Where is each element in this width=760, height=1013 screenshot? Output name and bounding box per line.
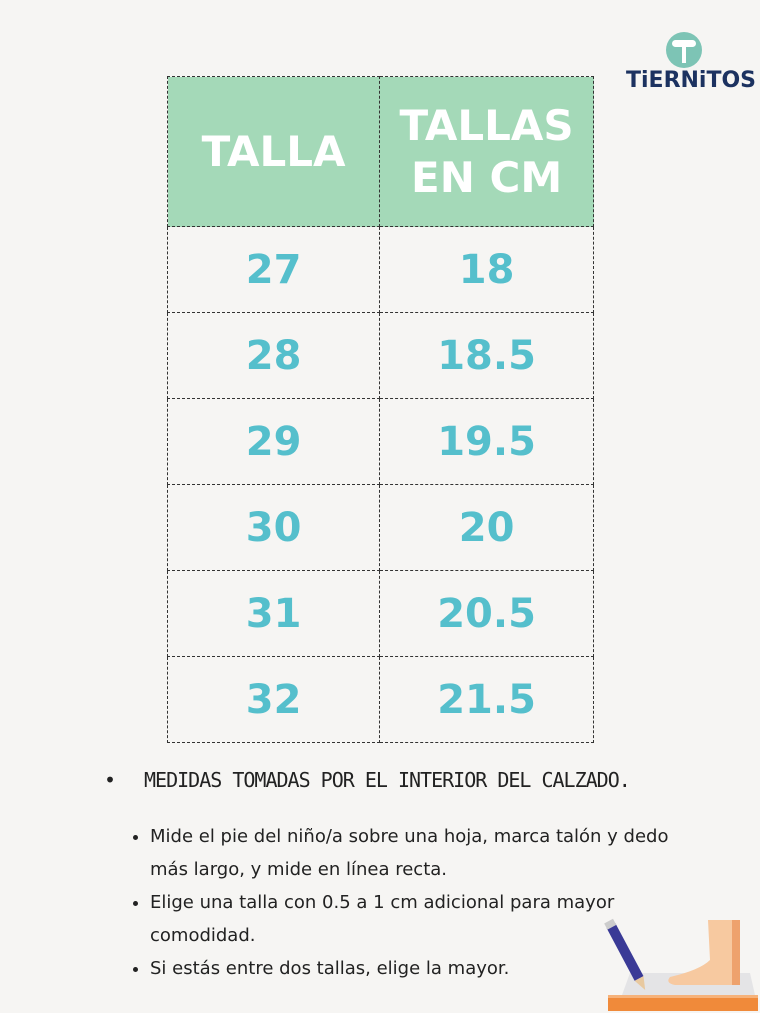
foot-measuring-icon [604,918,758,1011]
logo-mark-icon [666,32,702,68]
tip-item: Elige una talla con 0.5 a 1 cm adicional… [150,886,710,952]
table-row: 32 21.5 [166,656,594,743]
size-cell: 28 [166,312,381,399]
table-row: 29 19.5 [166,398,594,485]
cm-cell: 18 [379,226,594,313]
bullet: • [104,768,116,792]
size-cell: 32 [166,656,381,743]
size-cell: 30 [166,484,381,571]
table-row: 31 20.5 [166,570,594,657]
logo-text: TiERNiTOS [626,68,757,93]
cm-cell: 20 [379,484,594,571]
table-row: 27 18 [166,226,594,313]
main-note-text: MEDIDAS TOMADAS POR EL INTERIOR DEL CALZ… [144,768,631,792]
size-cell: 29 [166,398,381,485]
tip-item: Mide el pie del niño/a sobre una hoja, m… [150,820,710,886]
main-note: • MEDIDAS TOMADAS POR EL INTERIOR DEL CAL… [104,768,631,792]
cm-cell: 19.5 [379,398,594,485]
header-cm: TALLAS EN CM [379,76,594,227]
table-row: 28 18.5 [166,312,594,399]
size-cell: 31 [166,570,381,657]
cm-cell: 21.5 [379,656,594,743]
cm-cell: 20.5 [379,570,594,657]
brand-logo: TiERNiTOS [626,32,757,102]
size-table: TALLA TALLAS EN CM 27 18 28 18.5 29 19.5 30 20 3… [166,76,594,743]
tips-list: Mide el pie del niño/a sobre una hoja, m… [130,820,710,985]
tip-item: Si estás entre dos tallas, elige la mayo… [150,952,710,985]
header-talla: TALLA [166,76,381,227]
cm-cell: 18.5 [379,312,594,399]
table-row: 30 20 [166,484,594,571]
size-cell: 27 [166,226,381,313]
